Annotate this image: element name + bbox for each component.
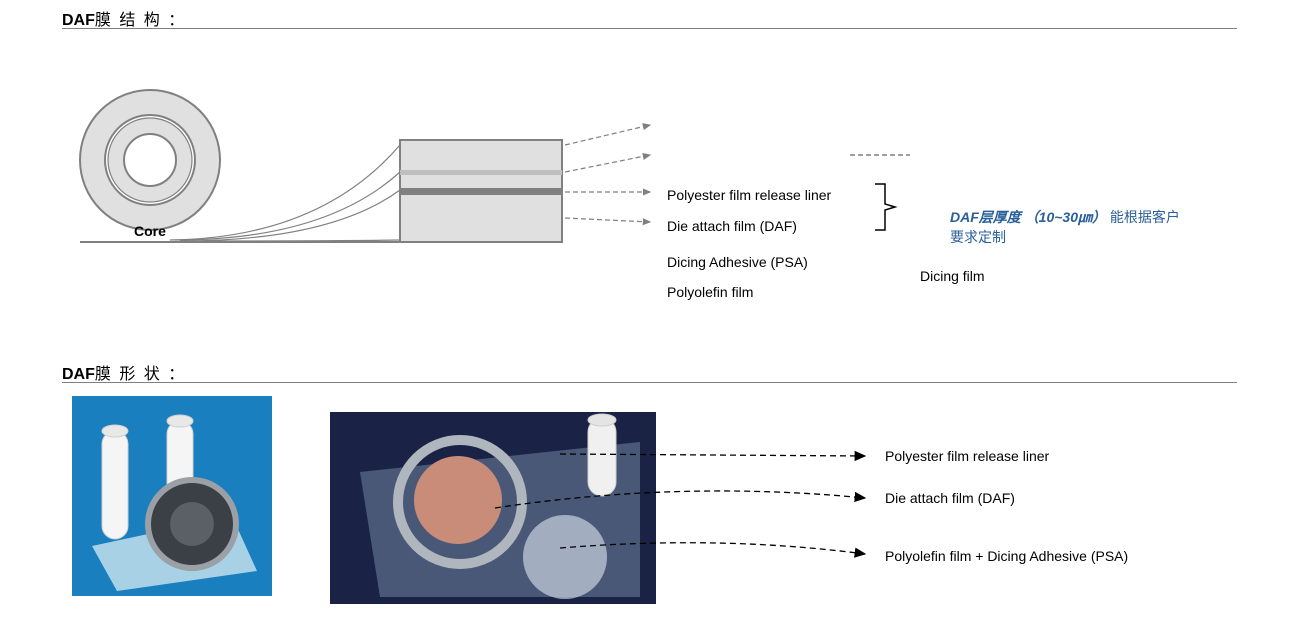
shape-label-3: Polyolefin film + Dicing Adhesive (PSA) [885, 548, 1128, 564]
shape-label-1: Polyester film release liner [885, 448, 1049, 464]
section2-arrows [0, 0, 1300, 617]
shape-label-2: Die attach film (DAF) [885, 490, 1015, 506]
